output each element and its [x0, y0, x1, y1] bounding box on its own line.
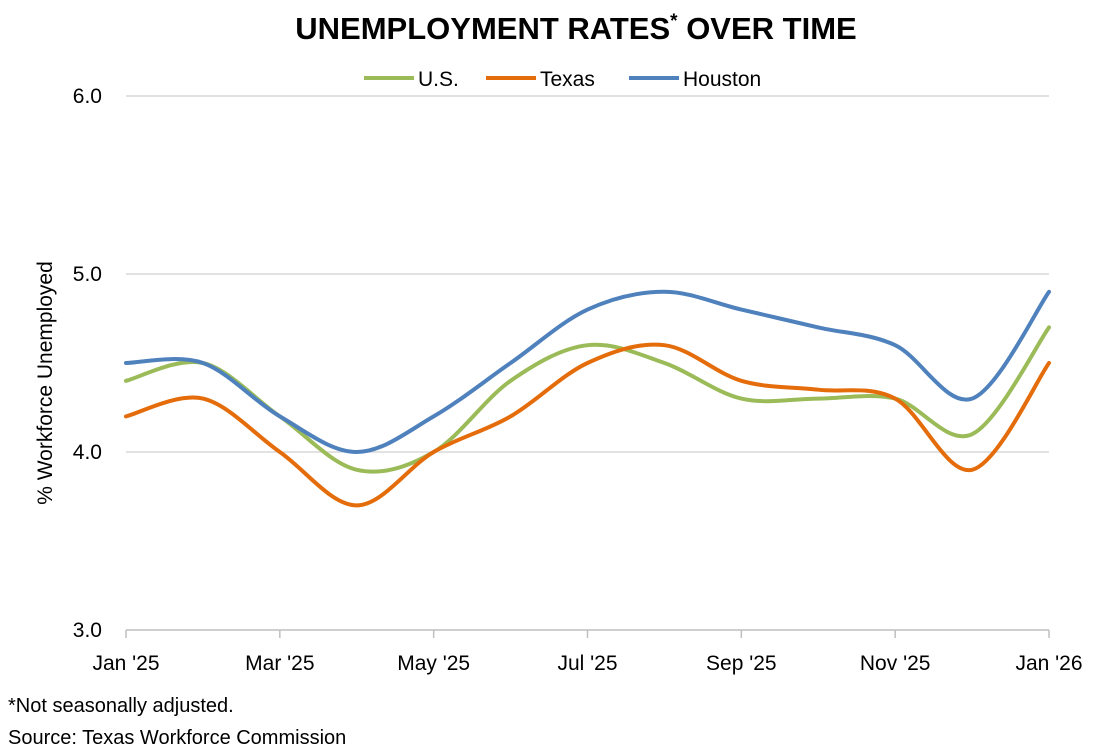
- legend: U.S. Texas Houston: [364, 68, 761, 91]
- y-axis-title: % Workforce Unemployed: [34, 261, 57, 505]
- x-tick-label: Jan '26: [1015, 652, 1082, 675]
- series-line-us: [124, 325, 1051, 474]
- chart-title-main: UNEMPLOYMENT RATES: [295, 11, 670, 46]
- chart-title: UNEMPLOYMENT RATES* OVER TIME: [295, 11, 856, 46]
- footnote-source: Source: Texas Workforce Commission: [8, 727, 347, 749]
- x-tick-label: Jul '25: [557, 652, 617, 675]
- series-line-texas: [124, 342, 1051, 508]
- chart-title-suffix: OVER TIME: [678, 11, 857, 46]
- x-tick-label: Mar '25: [245, 652, 314, 675]
- x-tick-label: Jan '25: [92, 652, 159, 675]
- series-line-houston: [124, 289, 1051, 454]
- x-tick-labels: Jan '25 Mar '25 May '25 Jul '25 Sep '25 Nov '…: [92, 652, 1082, 675]
- x-tick-label: May '25: [397, 652, 470, 675]
- legend-label-houston: Houston: [683, 68, 761, 91]
- series-lines: [124, 289, 1051, 508]
- y-tick-label: 3.0: [73, 619, 102, 642]
- y-tick-labels: 3.0 4.0 5.0 6.0: [73, 85, 102, 642]
- gridlines: [126, 95, 1049, 453]
- axes: [125, 629, 1050, 638]
- y-tick-label: 4.0: [73, 441, 102, 464]
- y-tick-label: 5.0: [73, 263, 102, 286]
- legend-label-us: U.S.: [418, 68, 459, 91]
- y-tick-label: 6.0: [73, 85, 102, 108]
- legend-label-texas: Texas: [540, 68, 595, 91]
- footnote-note: *Not seasonally adjusted.: [8, 695, 234, 717]
- chart-title-superscript: *: [670, 11, 678, 32]
- x-tick-label: Sep '25: [706, 652, 777, 675]
- x-tick-label: Nov '25: [860, 652, 931, 675]
